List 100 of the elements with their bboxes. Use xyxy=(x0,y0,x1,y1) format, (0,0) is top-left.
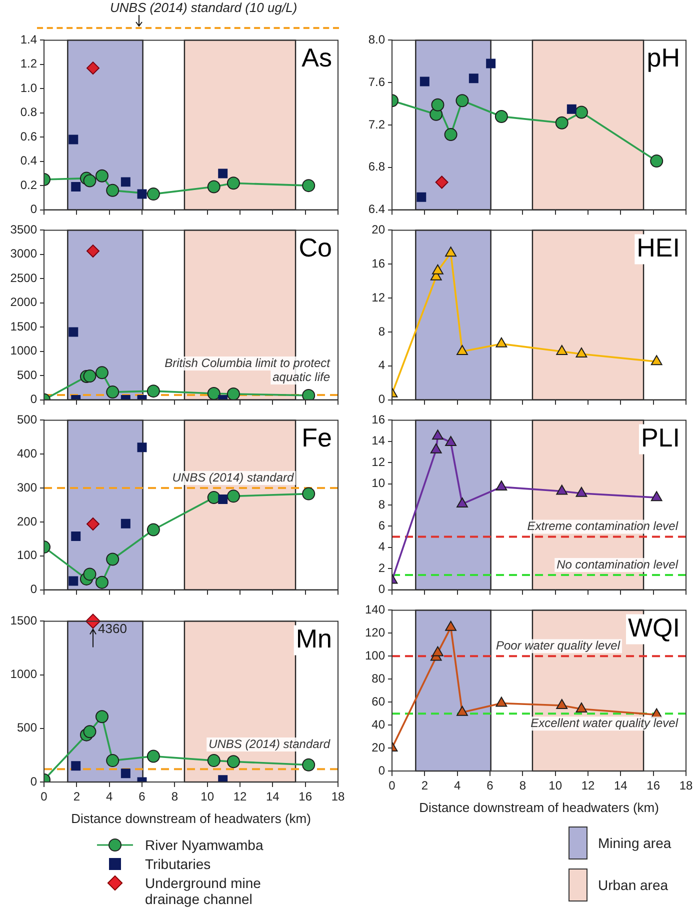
y-tick-label: 0 xyxy=(378,392,386,406)
x-tick-label: 8 xyxy=(171,790,178,804)
point xyxy=(468,74,478,84)
y-tick-label: 12 xyxy=(372,290,386,304)
x-tick-label: 16 xyxy=(298,790,312,804)
ref-line-label: Poor water quality level xyxy=(496,638,620,652)
ref-line-label: Excellent water quality level xyxy=(530,716,678,730)
point xyxy=(68,327,78,337)
point xyxy=(432,646,444,656)
point xyxy=(556,699,568,710)
point xyxy=(496,696,508,707)
y-tick-label: 8 xyxy=(378,497,386,512)
y-tick-label: 2000 xyxy=(10,295,38,310)
point xyxy=(650,355,662,366)
x-tick-label: 2 xyxy=(421,778,428,793)
point xyxy=(444,128,458,142)
legend-label: Mining area xyxy=(598,835,672,851)
point xyxy=(302,758,316,772)
y-tick-label: 12 xyxy=(372,454,386,469)
x-tick-label: 4 xyxy=(106,790,113,804)
point xyxy=(456,706,468,716)
y-tick-label: 4 xyxy=(378,540,386,554)
point xyxy=(302,179,316,192)
point xyxy=(95,169,108,182)
y-tick-label: 4 xyxy=(378,358,386,372)
y-tick-label: 1.4 xyxy=(20,32,38,47)
point xyxy=(207,387,220,400)
y-tick-label: 500 xyxy=(16,368,38,382)
y-tick-label: 7.2 xyxy=(368,117,386,132)
y-tick-label: 16 xyxy=(372,412,386,427)
point xyxy=(496,337,508,348)
y-tick-label: 0.6 xyxy=(20,129,38,144)
x-tick-label: 12 xyxy=(233,790,247,804)
point xyxy=(302,388,316,400)
y-tick-label: 10 xyxy=(372,476,386,490)
legend-label: Tributaries xyxy=(145,856,212,872)
point xyxy=(207,754,220,768)
x-tick-label: 0 xyxy=(40,790,48,804)
point xyxy=(95,576,108,589)
x-tick-label: 6 xyxy=(138,790,146,804)
y-tick-label: 0 xyxy=(30,202,38,216)
legend-label: Underground mine drainage channel xyxy=(145,875,262,907)
y-tick-label: 300 xyxy=(16,480,38,494)
point xyxy=(445,246,456,257)
y-tick-label: 100 xyxy=(364,648,386,662)
ref-line-label: No contamination level xyxy=(556,557,678,572)
y-tick-label: 40 xyxy=(372,717,386,732)
point xyxy=(146,750,160,763)
y-tick-label: 0.8 xyxy=(20,105,38,120)
x-tick-label: 18 xyxy=(679,778,693,793)
point xyxy=(430,443,442,454)
point xyxy=(106,552,120,566)
y-tick-label: 6 xyxy=(378,518,386,533)
point xyxy=(226,387,240,400)
point xyxy=(555,116,568,130)
chart-title: WQI xyxy=(628,612,680,642)
y-tick-label: 140 xyxy=(364,602,386,617)
chart-title: As xyxy=(302,42,332,72)
point xyxy=(218,494,228,504)
x-tick-label: 4 xyxy=(454,778,461,793)
y-tick-label: 2500 xyxy=(10,270,38,285)
y-tick-label: 1000 xyxy=(10,667,38,682)
point xyxy=(486,58,496,68)
point xyxy=(120,768,130,778)
x-tick-label: 6 xyxy=(486,778,494,793)
y-tick-label: 60 xyxy=(372,694,386,708)
x-tick-label: 14 xyxy=(266,790,280,804)
point xyxy=(226,176,240,190)
point xyxy=(302,487,316,500)
y-tick-label: 1000 xyxy=(10,344,38,358)
y-tick-label: 500 xyxy=(16,412,38,427)
point xyxy=(71,761,81,771)
y-tick-label: 6.4 xyxy=(368,202,386,216)
y-tick-label: 20 xyxy=(372,740,386,754)
y-tick-label: 100 xyxy=(16,548,38,562)
point xyxy=(445,436,456,446)
point xyxy=(86,244,100,258)
x-tick-label: 2 xyxy=(73,790,80,804)
point xyxy=(416,192,426,202)
y-tick-label: 200 xyxy=(16,514,38,528)
y-tick-label: 8 xyxy=(378,324,386,338)
x-tick-label: 10 xyxy=(548,778,562,793)
point xyxy=(226,490,240,503)
ref-line-label: British Columbia limit to protect aquatic life xyxy=(164,356,331,384)
point xyxy=(456,94,469,108)
ref-line-label: Extreme contamination level xyxy=(527,519,678,534)
legend-label: River Nyamwamba xyxy=(145,837,264,853)
point xyxy=(576,348,588,358)
chart-title: Mn xyxy=(296,623,332,654)
x-tick-label: 10 xyxy=(200,790,214,804)
chart-title: HEI xyxy=(636,232,680,262)
y-tick-label: 1.2 xyxy=(20,56,38,71)
y-tick-label: 80 xyxy=(372,671,386,686)
x-tick-label: 16 xyxy=(646,778,660,793)
point xyxy=(431,98,444,112)
annotation: 4360 xyxy=(98,620,127,636)
y-tick-label: 0 xyxy=(378,763,386,778)
point xyxy=(146,188,160,201)
point xyxy=(432,264,444,274)
point xyxy=(576,486,588,497)
